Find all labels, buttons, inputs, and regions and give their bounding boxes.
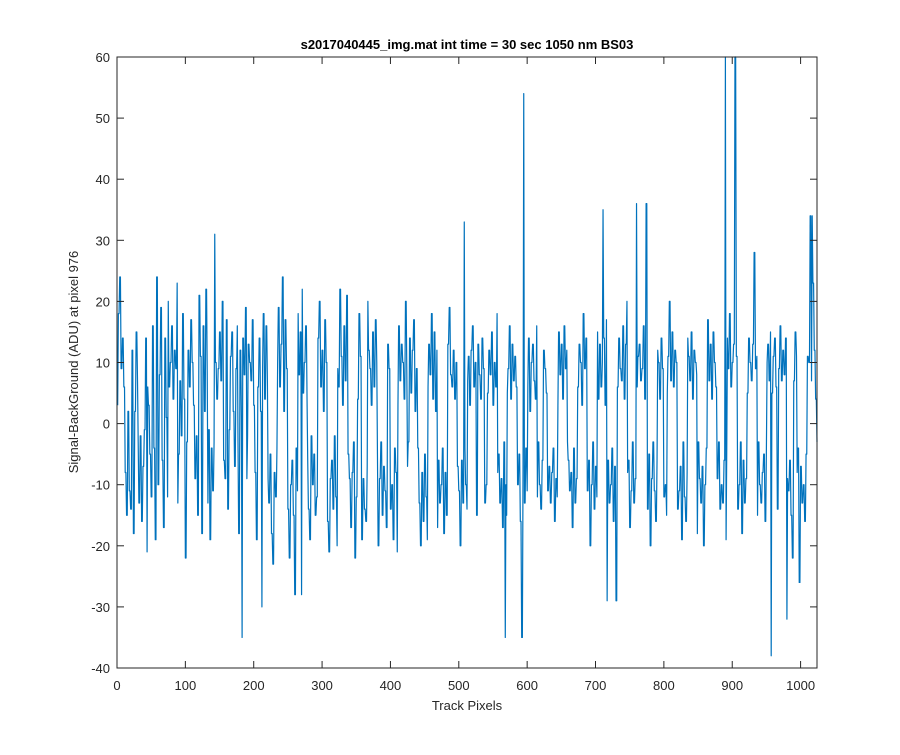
y-tick-label: -30 [91, 600, 110, 615]
y-tick-label: 60 [96, 50, 110, 65]
y-tick-label: 50 [96, 111, 110, 126]
y-axis-label: Signal-BackGround (ADU) at pixel 976 [66, 251, 81, 474]
x-tick-label: 700 [585, 678, 607, 693]
y-axis: -40 -30 -20 -10 0 10 20 30 40 50 60 [91, 50, 817, 676]
plot-background [117, 57, 817, 668]
y-tick-label: 10 [96, 356, 110, 371]
y-tick-label: 30 [96, 233, 110, 248]
x-tick-label: 200 [243, 678, 265, 693]
chart-title: s2017040445_img.mat int time = 30 sec 10… [301, 37, 634, 52]
y-tick-label: -20 [91, 539, 110, 554]
x-tick-label: 600 [516, 678, 538, 693]
y-tick-label: 20 [96, 294, 110, 309]
x-tick-label: 800 [653, 678, 675, 693]
x-tick-label: 400 [380, 678, 402, 693]
y-tick-label: 40 [96, 172, 110, 187]
x-tick-label: 0 [113, 678, 120, 693]
series-layer [117, 56, 818, 657]
series-line [117, 56, 818, 657]
x-tick-label: 500 [448, 678, 470, 693]
x-tick-label: 900 [721, 678, 743, 693]
y-tick-label: 0 [103, 417, 110, 432]
y-tick-label: -10 [91, 478, 110, 493]
y-tick-label: -40 [91, 661, 110, 676]
x-axis-label: Track Pixels [432, 698, 503, 713]
x-tick-label: 100 [175, 678, 197, 693]
x-tick-label: 1000 [786, 678, 815, 693]
x-axis: 0 100 200 300 400 500 600 700 800 900 1000 [113, 57, 815, 693]
x-tick-label: 300 [311, 678, 333, 693]
